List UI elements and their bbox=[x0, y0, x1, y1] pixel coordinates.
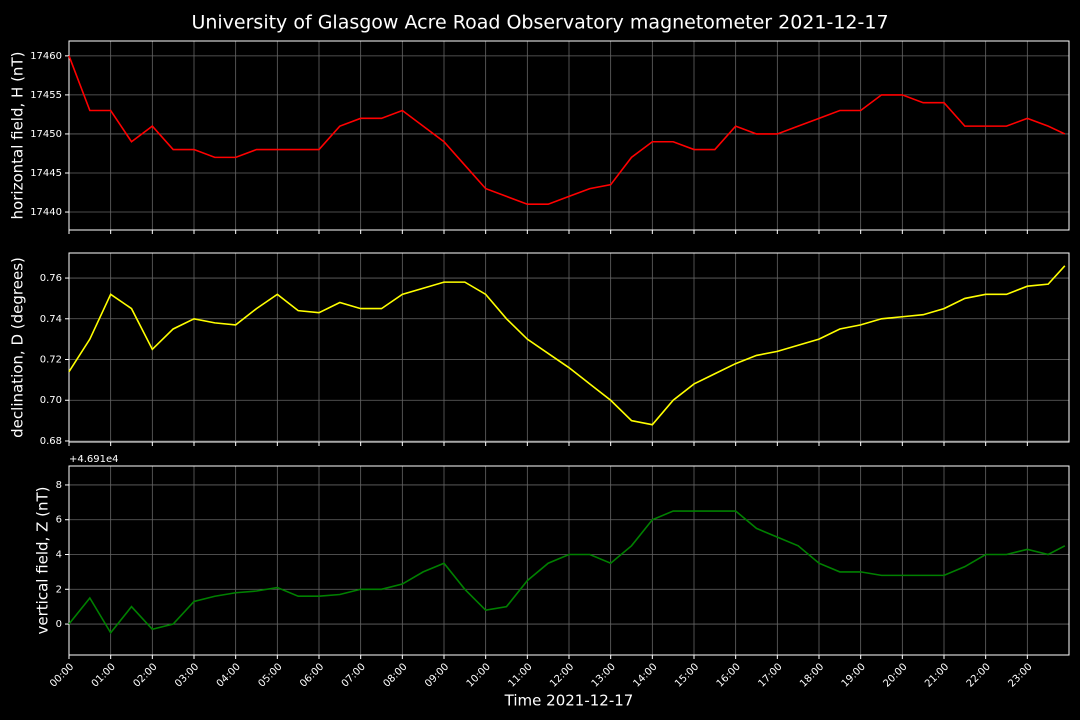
axes-frame bbox=[68, 252, 1070, 443]
x-tick-label: 16:00 bbox=[715, 661, 743, 689]
y-tick-label: 2 bbox=[56, 584, 62, 595]
x-tick-label: 13:00 bbox=[590, 661, 618, 689]
y-tick-label: 17460 bbox=[30, 51, 62, 62]
x-tick-label: 18:00 bbox=[798, 661, 826, 689]
x-tick-label: 11:00 bbox=[506, 661, 534, 689]
x-axis-label: Time 2021-12-17 bbox=[504, 692, 634, 710]
data-line bbox=[68, 265, 1066, 426]
x-tick-label: 21:00 bbox=[923, 661, 951, 689]
y-tick-label: 0.70 bbox=[40, 395, 62, 406]
y-tick-label: 0.72 bbox=[40, 355, 62, 366]
x-tick-label: 14:00 bbox=[631, 661, 659, 689]
offset-text: +4.691e4 bbox=[69, 454, 119, 465]
x-tick-label: 19:00 bbox=[840, 661, 868, 689]
y-tick-label: 17450 bbox=[30, 129, 62, 140]
x-tick-label: 20:00 bbox=[881, 661, 909, 689]
x-tick-label: 12:00 bbox=[548, 661, 576, 689]
x-tick-label: 04:00 bbox=[215, 661, 243, 689]
x-tick-label: 01:00 bbox=[90, 661, 118, 689]
x-tick-label: 10:00 bbox=[465, 661, 493, 689]
x-tick-label: 08:00 bbox=[381, 661, 409, 689]
y-tick-label: 0 bbox=[56, 619, 62, 630]
y-tick-label: 0.74 bbox=[40, 314, 62, 325]
y-axis-label: declination, D (degrees) bbox=[9, 257, 27, 438]
y-tick-label: 17455 bbox=[30, 90, 62, 101]
x-tick-label: 03:00 bbox=[173, 661, 201, 689]
x-tick-label: 09:00 bbox=[423, 661, 451, 689]
data-line bbox=[68, 55, 1066, 206]
y-tick-label: 17440 bbox=[30, 207, 62, 218]
x-tick-label: 05:00 bbox=[256, 661, 284, 689]
x-tick-label: 06:00 bbox=[298, 661, 326, 689]
data-line bbox=[68, 510, 1066, 635]
figure-title: University of Glasgow Acre Road Observat… bbox=[191, 12, 888, 34]
y-tick-label: 17445 bbox=[30, 168, 62, 179]
y-tick-label: 6 bbox=[56, 515, 62, 526]
y-tick-label: 4 bbox=[56, 550, 62, 561]
x-tick-label: 07:00 bbox=[340, 661, 368, 689]
y-tick-label: 0.76 bbox=[40, 273, 62, 284]
x-tick-label: 17:00 bbox=[756, 661, 784, 689]
y-tick-label: 8 bbox=[56, 480, 62, 491]
y-tick-label: 0.68 bbox=[40, 436, 62, 447]
y-axis-label: vertical field, Z (nT) bbox=[34, 486, 52, 634]
x-tick-label: 23:00 bbox=[1006, 661, 1034, 689]
x-tick-label: 00:00 bbox=[48, 661, 76, 689]
x-tick-label: 15:00 bbox=[673, 661, 701, 689]
axes-frame bbox=[68, 40, 1070, 231]
y-axis-label: horizontal field, H (nT) bbox=[9, 52, 27, 220]
x-tick-label: 02:00 bbox=[131, 661, 159, 689]
axes-frame bbox=[68, 465, 1070, 656]
x-tick-label: 22:00 bbox=[965, 661, 993, 689]
